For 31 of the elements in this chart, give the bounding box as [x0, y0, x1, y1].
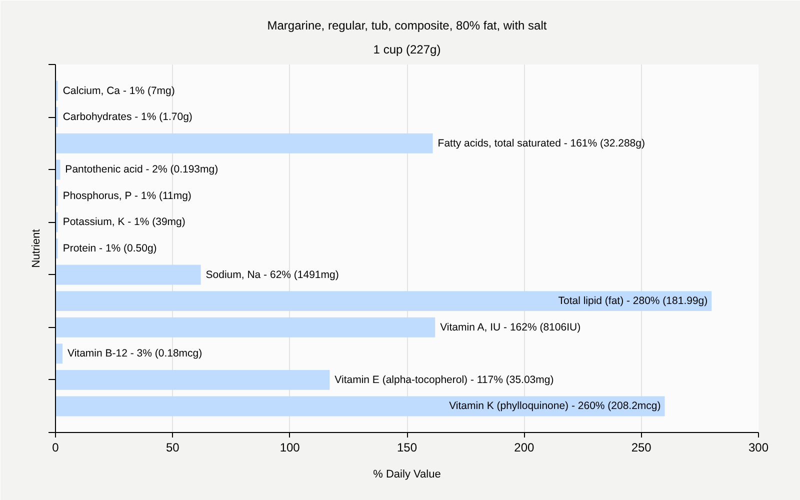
y-tick-label: Vitamin K (phylloquinone) - 260% (208.2mcg)	[449, 400, 661, 412]
y-tick-label: Phosphorus, P - 1% (11mg)	[62, 190, 192, 202]
y-tick-label: Fatty acids, total saturated - 161% (32.288g)	[438, 137, 645, 150]
y-tick-label: Protein - 1% (0.50g)	[62, 242, 157, 254]
y-tick-label: Calcium, Ca - 1% (7mg)	[62, 84, 175, 97]
y-tick-label: Pantothenic acid - 2% (0.193mg)	[65, 164, 218, 176]
y-tick-label: Vitamin B-12 - 3% (0.18mcg)	[68, 348, 202, 360]
x-tick-label: 200	[514, 440, 535, 454]
x-tick-label: 100	[280, 440, 300, 454]
x-tick-label: 300	[748, 440, 769, 454]
bar	[56, 264, 201, 285]
x-tick-label: 250	[631, 440, 652, 454]
bar	[56, 344, 63, 364]
bar	[56, 370, 330, 390]
x-axis-title: % Daily Value	[373, 468, 441, 480]
x-tick-label: 150	[396, 440, 418, 454]
y-tick-label: Sodium, Na - 62% (1491mg)	[206, 268, 339, 281]
chart-title: Margarine, regular, tub, composite, 80% fat, with salt	[267, 18, 548, 32]
bar	[56, 317, 436, 338]
y-tick-label: Total lipid (fat) - 280% (181.99g)	[558, 295, 708, 308]
bar	[56, 133, 433, 154]
x-tick-label: 50	[166, 440, 180, 454]
y-tick-label: Vitamin E (alpha-tocopherol) - 117% (35.03mg)	[334, 374, 554, 386]
x-tick-label: 0	[52, 440, 60, 454]
y-tick-label: Vitamin A, IU - 162% (8106IU)	[440, 321, 581, 334]
y-tick-label: Potassium, K - 1% (39mg)	[62, 216, 186, 228]
bar	[56, 396, 665, 416]
bar	[56, 291, 712, 312]
y-axis-title: Nutrient	[30, 229, 42, 268]
chart-subtitle: 1 cup (227g)	[373, 42, 441, 56]
y-tick-label: Carbohydrates - 1% (1.70g)	[62, 111, 192, 124]
